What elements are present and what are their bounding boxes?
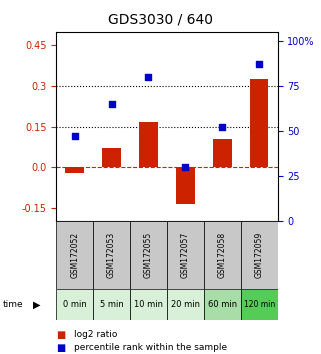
- Text: ■: ■: [56, 343, 65, 353]
- Point: [183, 164, 188, 170]
- Point: [220, 125, 225, 130]
- Text: ▶: ▶: [33, 299, 41, 309]
- Bar: [139, 122, 158, 167]
- Bar: [167, 289, 204, 320]
- Text: GSM172055: GSM172055: [144, 232, 153, 278]
- Text: GSM172057: GSM172057: [181, 232, 190, 278]
- Text: GSM172059: GSM172059: [255, 232, 264, 278]
- Text: 120 min: 120 min: [244, 300, 275, 309]
- Point: [146, 74, 151, 80]
- Text: 10 min: 10 min: [134, 300, 163, 309]
- Bar: [176, 167, 195, 204]
- Bar: [241, 221, 278, 289]
- Text: 5 min: 5 min: [100, 300, 123, 309]
- Point: [109, 101, 114, 107]
- Bar: [204, 289, 241, 320]
- Text: percentile rank within the sample: percentile rank within the sample: [74, 343, 227, 352]
- Bar: [130, 289, 167, 320]
- Text: log2 ratio: log2 ratio: [74, 330, 117, 339]
- Bar: [56, 221, 93, 289]
- Bar: [130, 221, 167, 289]
- Text: 20 min: 20 min: [171, 300, 200, 309]
- Bar: [65, 167, 84, 172]
- Text: GDS3030 / 640: GDS3030 / 640: [108, 12, 213, 27]
- Text: 0 min: 0 min: [63, 300, 86, 309]
- Text: GSM172053: GSM172053: [107, 232, 116, 278]
- Bar: [93, 221, 130, 289]
- Text: 60 min: 60 min: [208, 300, 237, 309]
- Text: GSM172058: GSM172058: [218, 232, 227, 278]
- Bar: [250, 79, 268, 167]
- Bar: [56, 289, 93, 320]
- Point: [72, 134, 77, 139]
- Bar: [241, 289, 278, 320]
- Text: ■: ■: [56, 330, 65, 339]
- Bar: [204, 221, 241, 289]
- Text: GSM172052: GSM172052: [70, 232, 79, 278]
- Text: time: time: [3, 300, 24, 309]
- Bar: [213, 139, 231, 167]
- Point: [256, 62, 262, 67]
- Bar: [93, 289, 130, 320]
- Bar: [102, 148, 121, 167]
- Bar: [167, 221, 204, 289]
